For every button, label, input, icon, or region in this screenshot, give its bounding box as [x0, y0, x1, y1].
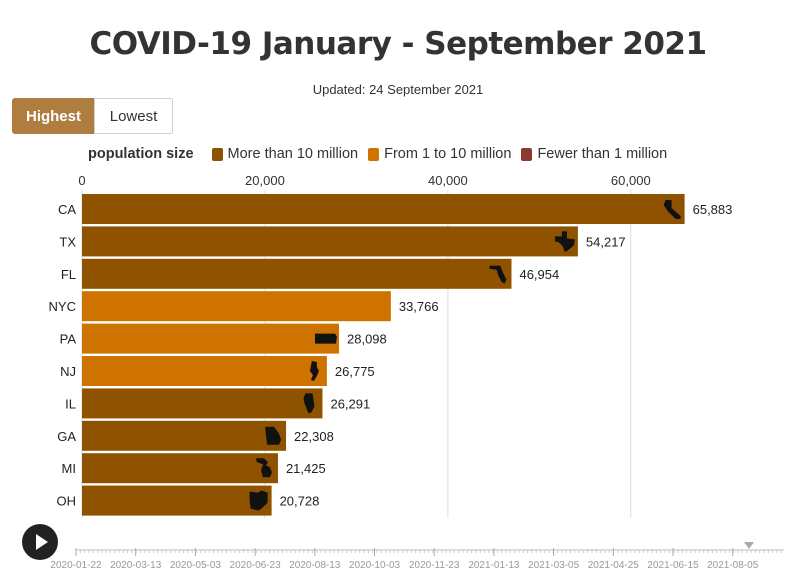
y-category-label: NJ: [60, 364, 76, 379]
y-category-label: GA: [57, 429, 76, 444]
highest-button[interactable]: Highest: [12, 98, 95, 134]
bar-nyc[interactable]: [82, 291, 391, 322]
x-tick-label: 0: [78, 173, 85, 188]
value-label: 26,291: [330, 396, 370, 411]
state-silhouette-icon: [554, 231, 575, 253]
state-silhouette-icon: [265, 426, 282, 445]
legend: population size More than 10 million Fro…: [88, 146, 677, 162]
legend-item-large[interactable]: More than 10 million: [211, 146, 359, 162]
timeline-date-label: 2020-11-23: [409, 560, 460, 571]
bar-oh[interactable]: [82, 485, 272, 516]
timeline-date-label: 2020-03-13: [110, 560, 162, 571]
legend-label-large: More than 10 million: [227, 146, 359, 162]
bar-mi[interactable]: [82, 453, 278, 484]
legend-swatch-large: [211, 147, 223, 161]
updated-date: Updated: 24 September 2021: [312, 82, 484, 97]
play-icon: [36, 534, 48, 550]
value-label: 28,098: [347, 332, 387, 347]
legend-label-small: Fewer than 1 million: [537, 146, 668, 162]
bar-chart: 0 20,000 40,000 60,000 CA 65,883 TX 54,217 FL 46,…: [49, 173, 733, 518]
timeline-date-label: 2020-06-23: [230, 560, 282, 571]
value-label: 20,728: [280, 494, 320, 509]
state-silhouette-icon: [489, 265, 507, 284]
timeline-date-label: 2021-01-13: [468, 560, 520, 571]
value-label: 33,766: [399, 299, 439, 314]
bar-tx[interactable]: [82, 226, 578, 257]
bar-ga[interactable]: [82, 420, 287, 451]
y-category-label: CA: [58, 202, 76, 217]
state-silhouette-icon: [309, 361, 319, 381]
timeline-date-label: 2021-04-25: [588, 560, 640, 571]
play-button[interactable]: [22, 524, 58, 560]
chart-title: COVID-19 January - September 2021: [89, 26, 707, 62]
bar-pa[interactable]: [82, 323, 340, 354]
timeline-date-label: 2020-01-22: [50, 560, 102, 571]
y-category-label: TX: [59, 234, 76, 249]
value-label: 21,425: [286, 461, 326, 476]
timeline-date-label: 2021-06-15: [647, 560, 699, 571]
timeline-slider[interactable]: 2020-01-22 2020-03-13 2020-05-03 2020-06-23…: [0, 536, 796, 575]
bar-il[interactable]: [82, 388, 323, 419]
value-label: 26,775: [335, 364, 375, 379]
timeline-date-label: 2020-08-13: [289, 560, 341, 571]
y-category-label: OH: [57, 494, 77, 509]
state-silhouette-icon: [255, 458, 272, 478]
state-silhouette-icon: [663, 200, 681, 219]
bar-nj[interactable]: [82, 356, 327, 386]
value-label: 22,308: [294, 429, 334, 444]
legend-item-small[interactable]: Fewer than 1 million: [521, 146, 667, 162]
y-category-label: FL: [61, 267, 76, 282]
legend-title: population size: [88, 146, 194, 162]
value-label: 54,217: [586, 234, 626, 249]
x-tick-label: 60,000: [611, 173, 651, 188]
y-category-label: IL: [65, 396, 76, 411]
x-tick-label: 40,000: [428, 173, 468, 188]
value-label: 65,883: [693, 202, 733, 217]
state-silhouette-icon: [303, 393, 315, 414]
state-silhouette-icon: [249, 490, 268, 511]
state-silhouette-icon: [315, 333, 338, 344]
value-label: 46,954: [519, 267, 559, 282]
timeline-date-label: 2020-05-03: [170, 560, 222, 571]
bar-fl[interactable]: [82, 258, 512, 289]
timeline-date-label: 2020-10-03: [349, 560, 401, 571]
timeline-date-label: 2021-03-05: [528, 560, 580, 571]
y-category-label: NYC: [49, 299, 76, 314]
timeline-handle-icon[interactable]: [744, 542, 754, 549]
y-category-label: MI: [62, 461, 76, 476]
timeline-date-label: 2021-08-05: [707, 560, 759, 571]
legend-label-medium: From 1 to 10 million: [384, 146, 512, 162]
y-category-label: PA: [60, 332, 77, 347]
lowest-button[interactable]: Lowest: [94, 98, 173, 134]
x-tick-label: 20,000: [245, 173, 285, 188]
legend-swatch-medium: [368, 147, 380, 161]
bar-ca[interactable]: [82, 194, 685, 224]
legend-swatch-small: [521, 147, 533, 161]
legend-item-medium[interactable]: From 1 to 10 million: [368, 146, 511, 162]
